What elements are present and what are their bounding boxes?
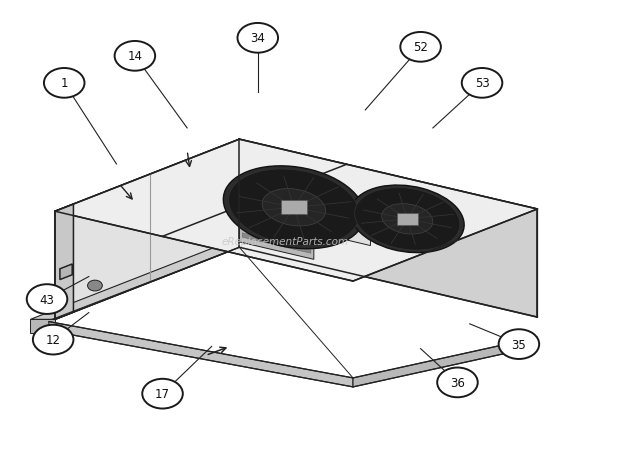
Circle shape — [401, 33, 441, 62]
Text: 36: 36 — [450, 376, 465, 389]
Text: 43: 43 — [40, 293, 55, 306]
Polygon shape — [242, 223, 311, 244]
Polygon shape — [30, 248, 239, 320]
Polygon shape — [49, 322, 353, 387]
Polygon shape — [30, 320, 55, 333]
Ellipse shape — [229, 170, 359, 246]
Circle shape — [237, 24, 278, 54]
Ellipse shape — [355, 188, 460, 251]
Ellipse shape — [382, 204, 433, 234]
Polygon shape — [60, 264, 72, 280]
Polygon shape — [242, 214, 311, 234]
Polygon shape — [353, 338, 538, 387]
Text: eReplacementParts.com: eReplacementParts.com — [222, 236, 349, 246]
Circle shape — [33, 325, 73, 355]
Polygon shape — [397, 213, 418, 225]
Circle shape — [87, 281, 102, 291]
Text: 53: 53 — [475, 77, 489, 90]
Ellipse shape — [262, 189, 326, 227]
Circle shape — [142, 379, 183, 409]
Polygon shape — [347, 217, 371, 246]
Text: 34: 34 — [250, 32, 265, 45]
Text: 17: 17 — [155, 387, 170, 400]
Ellipse shape — [350, 186, 464, 253]
Polygon shape — [239, 140, 538, 318]
Circle shape — [44, 69, 84, 98]
Ellipse shape — [223, 167, 365, 249]
Circle shape — [498, 329, 539, 359]
Text: 52: 52 — [413, 41, 428, 54]
Circle shape — [27, 284, 68, 314]
Polygon shape — [55, 205, 73, 320]
Polygon shape — [242, 204, 311, 224]
Circle shape — [115, 42, 155, 71]
Polygon shape — [55, 140, 239, 320]
Circle shape — [437, 368, 478, 397]
Polygon shape — [55, 140, 538, 282]
Circle shape — [462, 69, 502, 98]
Polygon shape — [242, 233, 311, 253]
Text: 14: 14 — [127, 50, 143, 63]
Polygon shape — [239, 194, 314, 260]
Text: 1: 1 — [61, 77, 68, 90]
Polygon shape — [281, 201, 307, 215]
Polygon shape — [242, 194, 311, 215]
Text: 35: 35 — [512, 338, 526, 351]
Text: 12: 12 — [46, 334, 61, 346]
